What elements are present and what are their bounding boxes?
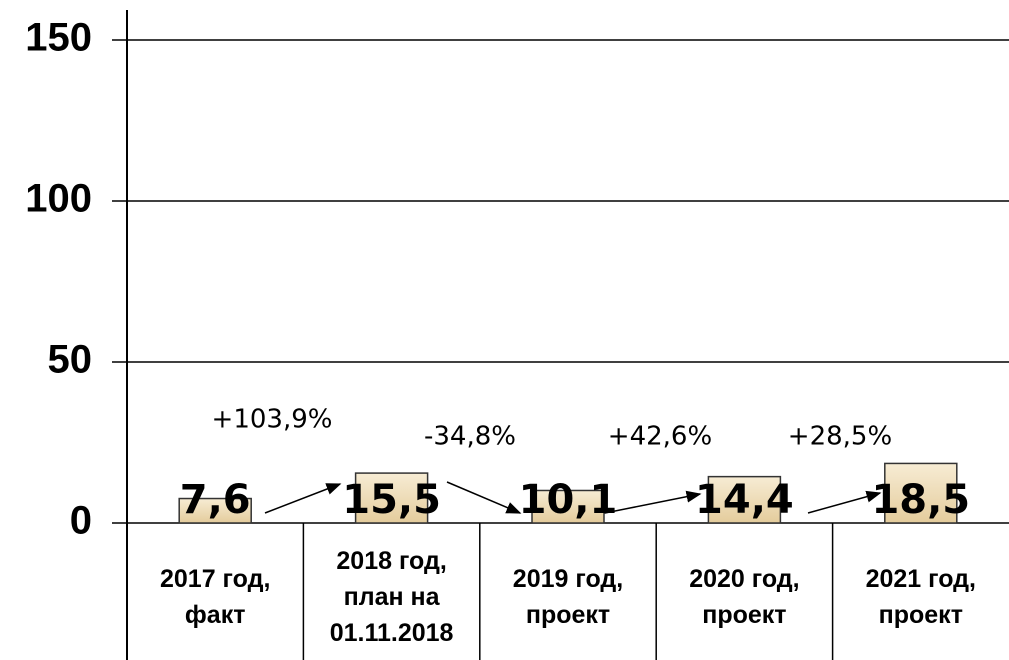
value-label: 15,5 (342, 477, 441, 523)
y-tick-label: 0 (70, 499, 92, 543)
x-tick-label: 2019 год, проект (513, 565, 623, 629)
x-tick-label-line: проект (526, 601, 610, 629)
bar (531, 489, 605, 524)
x-tick-label-line: 2020 год, (689, 565, 799, 593)
value-label: 14,4 (695, 477, 794, 523)
arrow (264, 483, 342, 514)
x-tick-label-line: 2019 год, (513, 565, 623, 593)
bar (884, 462, 958, 524)
x-tick-label-line: 2018 год, (336, 547, 446, 575)
y-tick-label: 50 (48, 338, 93, 382)
annotation: +42,6% (608, 422, 712, 452)
x-tick-label-line: план на (344, 583, 441, 611)
x-tick-label-line: 2017 год, (160, 565, 270, 593)
x-tick-label: 2018 год, план на 01.11.2018 (330, 547, 454, 647)
arrows (264, 481, 882, 515)
x-tick-label: 2020 год, проект (689, 565, 799, 629)
x-tick-label: 2017 год, факт (160, 565, 270, 629)
annotation: -34,8% (424, 422, 516, 452)
x-tick-label-line: проект (702, 601, 786, 629)
arrow (599, 490, 702, 515)
x-tick-label: 2021 год, проект (866, 565, 976, 629)
bar (354, 472, 429, 524)
x-tick-label-line: 01.11.2018 (330, 619, 454, 647)
annotation: +103,9% (212, 405, 333, 435)
value-label: 10,1 (519, 477, 618, 523)
bar (178, 497, 252, 524)
x-tick-label-line: 2021 год, (866, 565, 976, 593)
value-label: 7,6 (180, 477, 251, 523)
bar (707, 475, 782, 524)
value-label: 18,5 (871, 477, 970, 523)
x-tick-label-line: проект (879, 601, 963, 629)
y-tick-label: 150 (25, 16, 92, 60)
y-tick-label: 100 (25, 177, 92, 221)
annotation: +28,5% (788, 422, 892, 452)
x-tick-label-line: факт (185, 601, 246, 629)
arrow (446, 481, 522, 514)
arrow (807, 490, 882, 514)
